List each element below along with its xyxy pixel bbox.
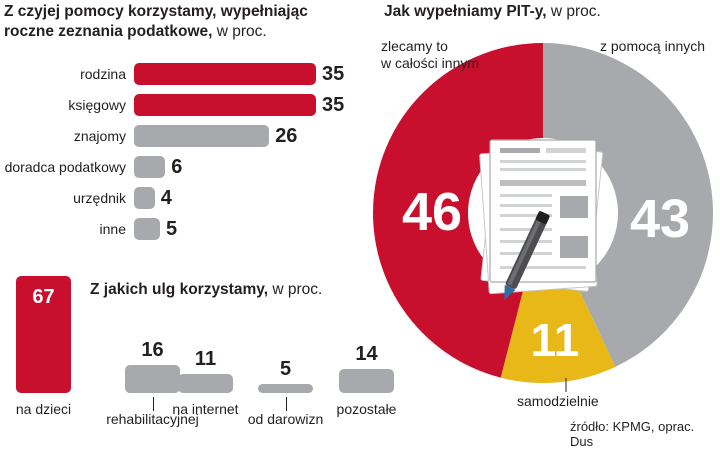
- vbar-value-label: 16: [141, 339, 164, 361]
- vbar-bar: [339, 368, 394, 393]
- hbar-category-label: znajomy: [73, 128, 126, 144]
- vbar-title-unit: w proc.: [272, 281, 323, 298]
- pen-icon: [504, 211, 550, 301]
- vbar-value-label: 67: [32, 285, 55, 308]
- hbar-value-label: 35: [322, 94, 345, 116]
- pie-chart-title: Jak wypełniamy PIT-y, w proc.: [384, 2, 601, 22]
- hbar-title-line1: Z czyjej pomocy korzystamy, wypełniając: [4, 3, 308, 20]
- slice-label-samodzielnie: samodzielnie: [517, 393, 599, 409]
- vbar-chart-title: Z jakich ulg korzystamy, w proc.: [90, 280, 322, 300]
- hbar-category-label: inne: [99, 221, 126, 237]
- vbar-bar: [125, 365, 180, 393]
- source-note: źródło: KPMG, oprac. Dus: [570, 419, 695, 449]
- hbar-category-label: urzędnik: [73, 190, 126, 206]
- vbar-category-label: na internet: [172, 401, 239, 417]
- donut-slice: [500, 280, 616, 383]
- hbar-category-label: księgowy: [68, 97, 126, 113]
- slice-value-z-pomoca: 43: [630, 189, 690, 249]
- pie-title-text: Jak wypełniamy PIT-y,: [384, 3, 547, 20]
- vbar-title-text: Z jakich ulg korzystamy,: [90, 281, 269, 298]
- hbar-value-label: 35: [322, 63, 345, 85]
- hbar-bar: [134, 156, 166, 178]
- vbar-category-label: na dzieci: [15, 401, 72, 417]
- pie-title-unit: w proc.: [550, 3, 601, 20]
- hbar-chart-title: Z czyjej pomocy korzystamy, wypełniając …: [4, 2, 384, 42]
- vbar-value-label: 11: [194, 347, 217, 370]
- slice-label-zlecamy-line2: w całości innym: [381, 55, 480, 71]
- slice-value-zlecamy: 46: [402, 182, 462, 242]
- hbar-value-label: 6: [171, 156, 183, 178]
- hbar-bar: [134, 187, 155, 209]
- vbar-value-label: 5: [279, 358, 292, 380]
- slice-value-samodzielnie: 11: [531, 314, 580, 366]
- vbar-bar: [178, 373, 233, 393]
- donut-chart: 46 43 11: [372, 42, 713, 392]
- hbar-bar: [134, 94, 316, 116]
- hbar-bar: [134, 125, 270, 147]
- vbar-label-tick: [285, 397, 287, 411]
- vbar-value-label: 14: [355, 342, 378, 365]
- vbar-category-label: rehabilitacyjnej: [106, 411, 199, 427]
- slice-label-z-pomoca: z pomocą innych: [600, 38, 706, 54]
- hbar-bar: [134, 218, 160, 240]
- vbar-category-label: pozostałe: [336, 401, 397, 417]
- hbar-title-line2: roczne zeznania podatkowe,: [4, 23, 213, 40]
- hbar-bar: [134, 63, 316, 85]
- hbar-category-label: doradca podatkowy: [4, 159, 126, 175]
- hbar-category-label: rodzina: [80, 66, 126, 82]
- vbar-label-tick: [152, 397, 154, 411]
- slice-label-zlecamy-line1: zlecamy to: [381, 38, 448, 54]
- vbar-bar: [258, 384, 313, 393]
- vbar-bar: [16, 275, 71, 393]
- hbar-value-label: 5: [166, 218, 178, 240]
- hbar-value-label: 26: [275, 125, 298, 147]
- vbar-category-label: od darowizn: [247, 411, 324, 427]
- slice-label-zlecamy: zlecamy to w całości innym: [381, 38, 479, 72]
- hbar-value-label: 4: [160, 187, 172, 209]
- donut-slice: [372, 42, 543, 378]
- hbar-title-unit: w proc.: [216, 23, 267, 40]
